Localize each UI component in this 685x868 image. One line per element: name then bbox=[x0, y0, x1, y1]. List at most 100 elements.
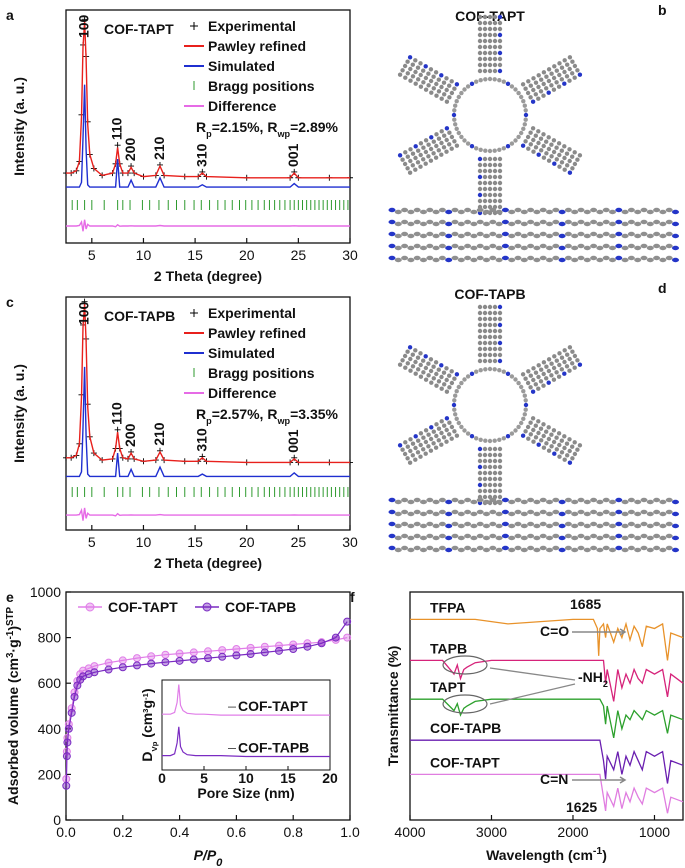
layer-atom bbox=[514, 219, 522, 225]
layer-atom bbox=[514, 509, 522, 515]
layer-atom bbox=[394, 535, 402, 541]
layer-atom bbox=[539, 509, 547, 515]
atom bbox=[525, 424, 531, 430]
atom bbox=[423, 439, 429, 445]
arrow bbox=[489, 667, 576, 705]
layer-atom bbox=[501, 255, 509, 261]
layer-atom bbox=[401, 207, 409, 213]
layer-atom bbox=[483, 499, 490, 505]
layer-atom bbox=[432, 257, 440, 263]
atom bbox=[492, 452, 498, 458]
atom bbox=[530, 99, 536, 104]
atom bbox=[408, 158, 413, 164]
layer-atom bbox=[413, 255, 421, 261]
atom bbox=[497, 340, 503, 346]
atom bbox=[536, 129, 541, 134]
layer-atom bbox=[533, 535, 541, 541]
atom bbox=[567, 78, 572, 83]
layer-atom bbox=[501, 497, 509, 503]
atom bbox=[408, 356, 413, 362]
layer-atom bbox=[495, 245, 503, 251]
arrow bbox=[572, 776, 627, 784]
atom bbox=[492, 304, 498, 310]
atom bbox=[403, 150, 408, 155]
atom bbox=[501, 146, 506, 151]
layer-atom bbox=[407, 523, 415, 529]
atom bbox=[492, 340, 498, 346]
atom bbox=[434, 383, 439, 388]
layer-atom bbox=[665, 243, 673, 249]
atom bbox=[444, 87, 449, 93]
atom bbox=[477, 340, 483, 346]
layer-atom bbox=[653, 521, 661, 527]
layer-atom bbox=[388, 207, 396, 213]
x-tick-label: 0 bbox=[158, 770, 166, 786]
atom bbox=[575, 157, 580, 162]
legend-symbol bbox=[85, 602, 95, 612]
atom bbox=[416, 77, 421, 82]
atom bbox=[428, 158, 434, 163]
atom bbox=[564, 364, 570, 369]
layer-atom bbox=[407, 257, 415, 263]
layer-atom bbox=[665, 509, 673, 515]
atom bbox=[546, 357, 552, 362]
layer-atom bbox=[388, 545, 396, 551]
layer-atom bbox=[634, 499, 642, 505]
atom bbox=[570, 166, 575, 171]
text-part: 1685 bbox=[570, 596, 601, 612]
atom bbox=[428, 146, 434, 152]
layer-atom bbox=[451, 207, 459, 213]
atom bbox=[444, 377, 449, 383]
atom bbox=[487, 192, 493, 198]
atom bbox=[413, 167, 418, 172]
layer-atom bbox=[413, 533, 421, 539]
atom bbox=[546, 90, 551, 95]
atom bbox=[546, 368, 552, 374]
atom bbox=[570, 59, 575, 64]
atom bbox=[462, 138, 467, 143]
legend-label: COF-TAPB bbox=[225, 599, 296, 615]
x-tick-label: 0.6 bbox=[227, 824, 247, 840]
layer-atom bbox=[508, 499, 516, 505]
layer-atom bbox=[445, 523, 453, 529]
atom bbox=[449, 146, 454, 151]
atom bbox=[439, 386, 444, 391]
layer-atom bbox=[533, 523, 541, 529]
atom bbox=[533, 435, 539, 440]
layer-atom bbox=[476, 545, 484, 551]
atom bbox=[477, 38, 483, 44]
atom bbox=[556, 431, 562, 436]
atom bbox=[444, 76, 449, 81]
layer-atom bbox=[420, 523, 427, 529]
layer-atom bbox=[621, 523, 629, 529]
layer-atom bbox=[615, 509, 623, 515]
legend-label: COF-TAPT bbox=[108, 599, 178, 615]
text-part: C=N bbox=[540, 771, 568, 787]
atom bbox=[408, 147, 413, 152]
data-point bbox=[133, 661, 141, 670]
atom bbox=[492, 77, 497, 82]
atom bbox=[453, 103, 458, 108]
layer-atom bbox=[527, 207, 535, 213]
layer-atom bbox=[438, 207, 446, 213]
layer-atom bbox=[451, 243, 459, 249]
atom bbox=[477, 470, 483, 476]
layer-atom bbox=[394, 523, 402, 529]
atom bbox=[513, 138, 518, 143]
layer-atom bbox=[489, 243, 497, 249]
atom bbox=[528, 83, 533, 88]
layer-atom bbox=[621, 221, 629, 227]
atom bbox=[439, 129, 444, 134]
atom bbox=[416, 438, 421, 443]
layer-atom bbox=[665, 533, 673, 539]
atom bbox=[541, 143, 546, 149]
atom bbox=[418, 442, 423, 448]
atom bbox=[454, 372, 460, 377]
atom bbox=[497, 20, 503, 26]
atom bbox=[477, 446, 483, 452]
text-part: ·g bbox=[5, 639, 21, 652]
atom bbox=[497, 156, 503, 162]
atom bbox=[546, 425, 551, 430]
atom bbox=[454, 389, 459, 394]
atom bbox=[452, 407, 457, 412]
